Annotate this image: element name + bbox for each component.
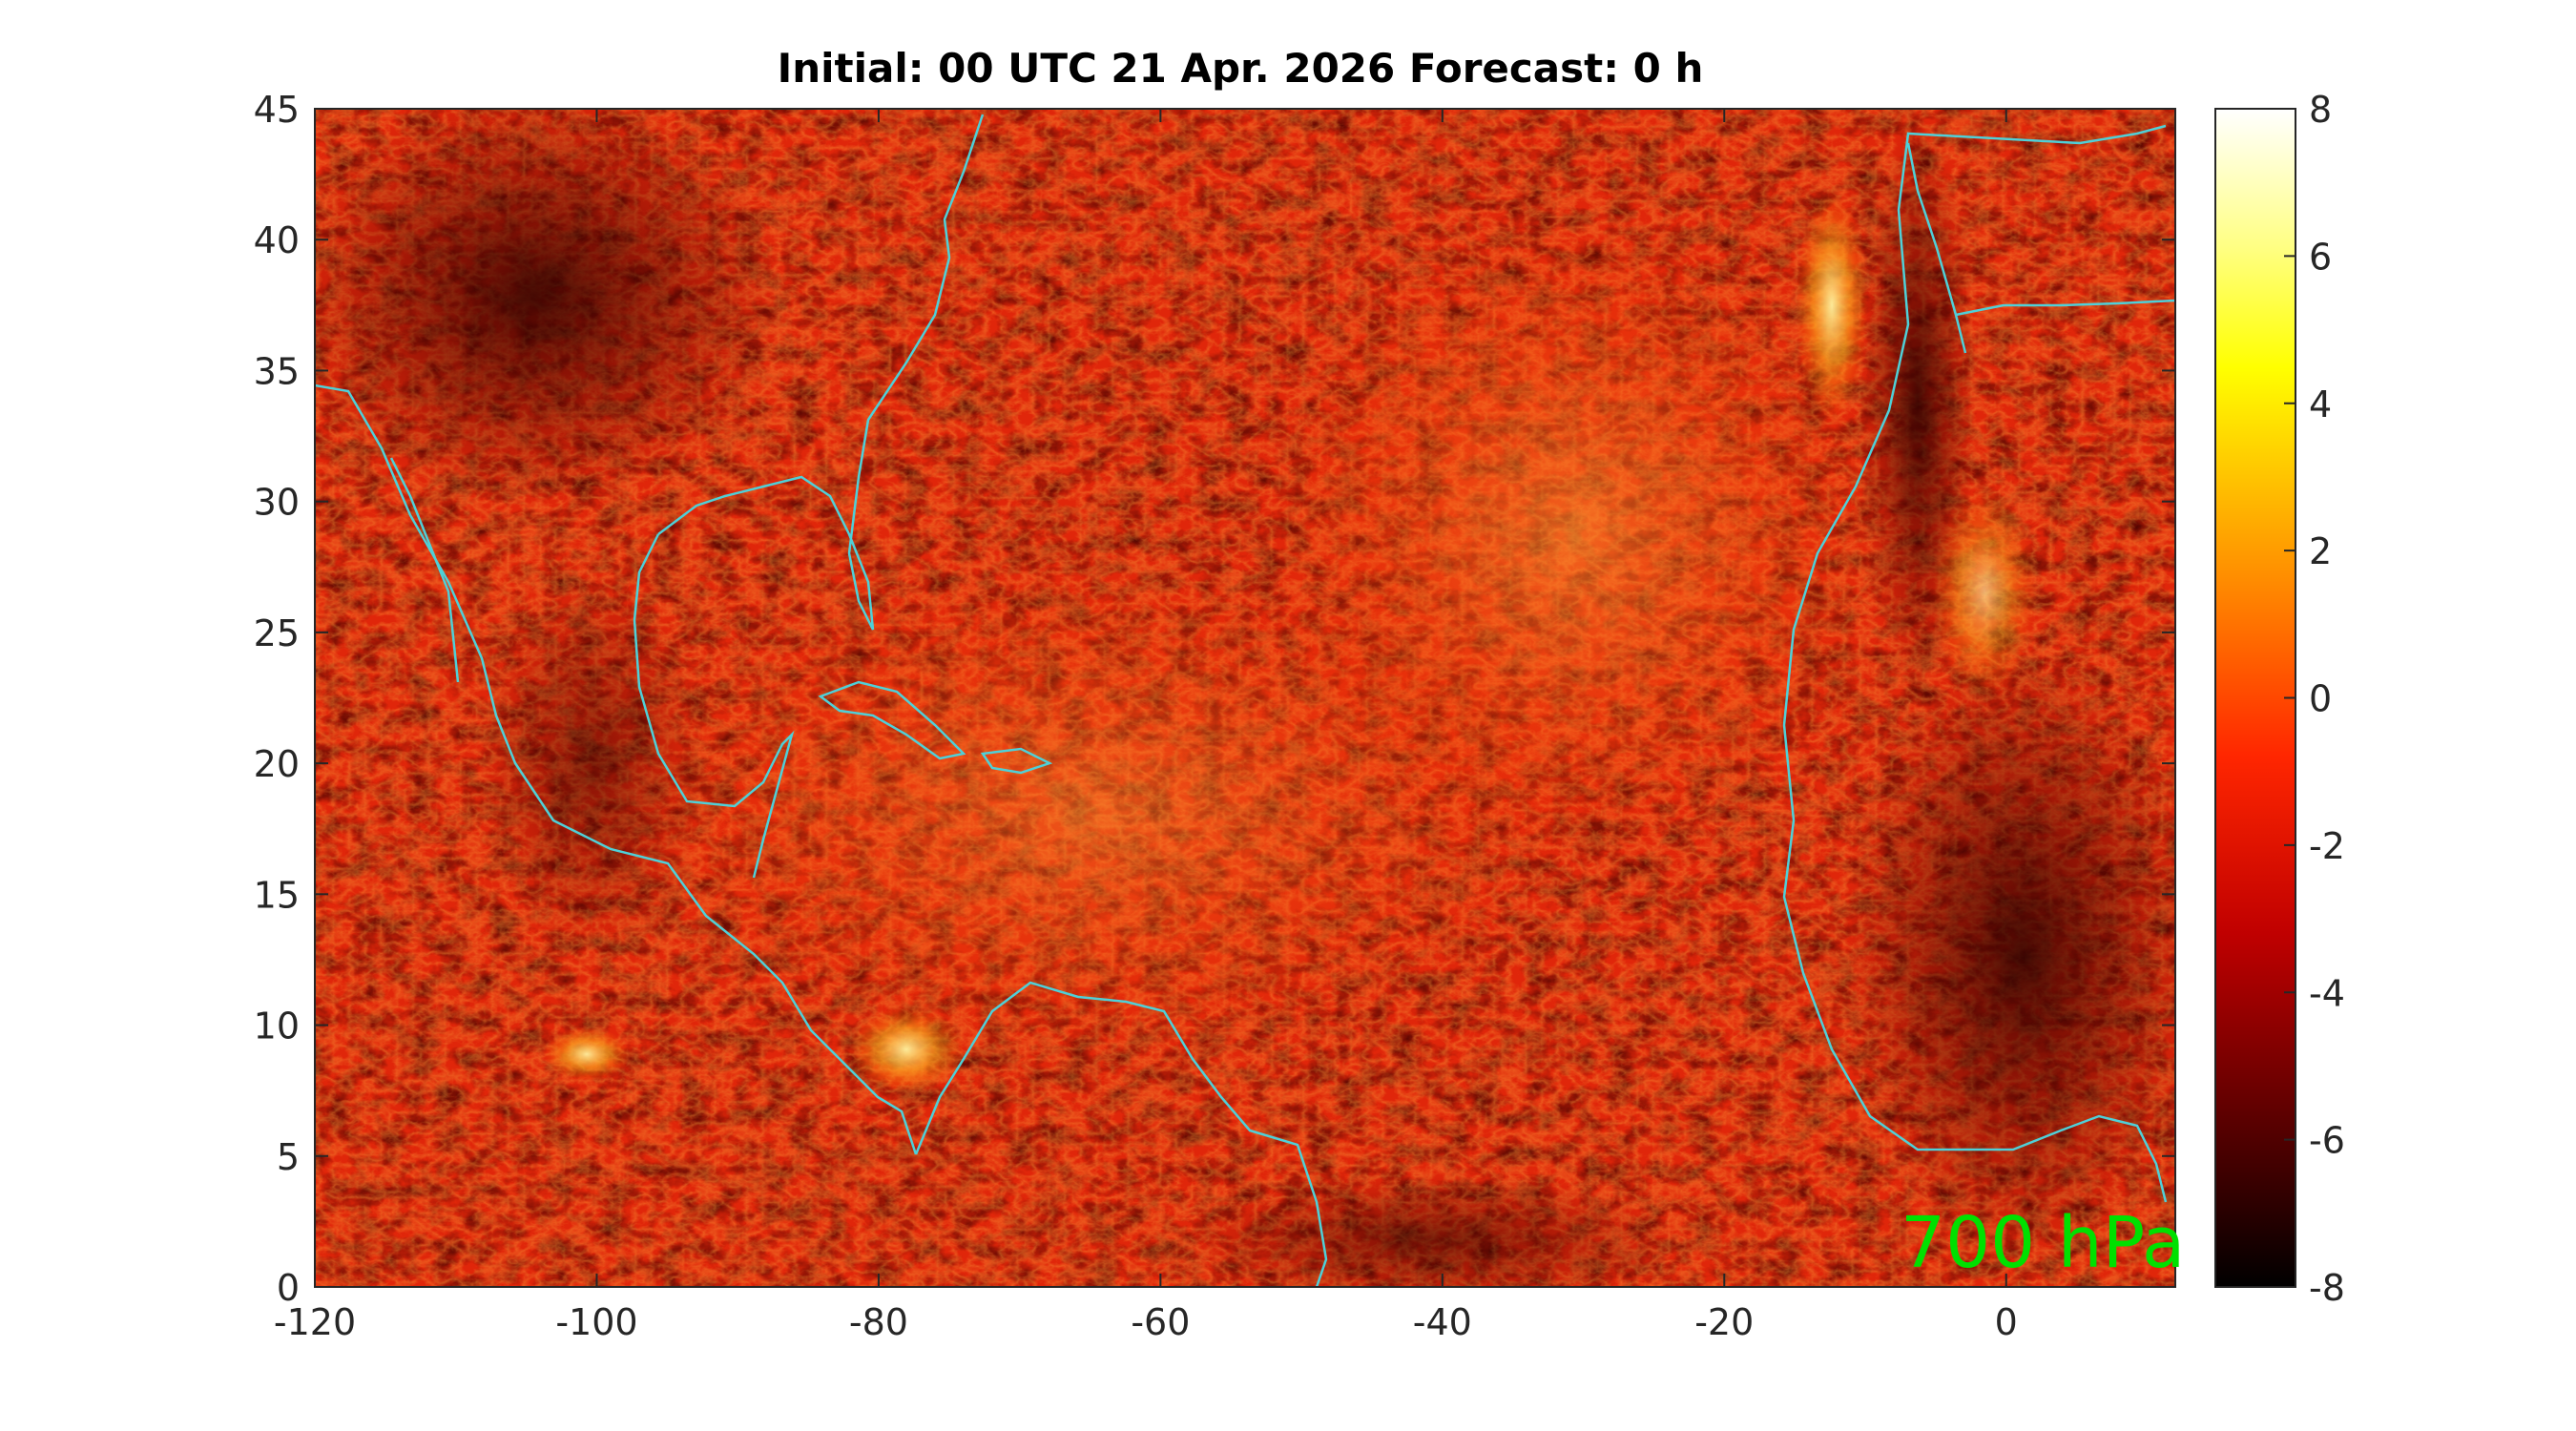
chart-title: Initial: 00 UTC 21 Apr. 2026 Forecast: 0… (778, 45, 1704, 92)
colorbar-tick-label: 8 (2309, 89, 2332, 131)
hot-spot-panama (849, 1006, 964, 1092)
y-tick-label: 0 (277, 1267, 300, 1309)
x-tick-label: -20 (1694, 1301, 1754, 1343)
colorbar-tick-label: 2 (2309, 530, 2332, 572)
coastline-cuba (818, 680, 966, 760)
hot-spot-pacific (544, 1027, 630, 1081)
coastlines (315, 114, 2175, 1287)
x-tick-label: -40 (1413, 1301, 1472, 1343)
hot-spot-iberia (1796, 191, 1868, 420)
dark-region-south (1183, 1173, 1679, 1287)
colorbar-scale (2214, 108, 2296, 1288)
colorbar-tick-label: 4 (2309, 384, 2332, 425)
dark-region-north-america (315, 109, 782, 506)
y-tick-label: 20 (254, 743, 300, 785)
coastline-north-america (315, 384, 918, 1155)
coastline-hispaniola (980, 747, 1053, 775)
y-tick-label: 45 (254, 89, 300, 131)
colorbar-tick-label: 6 (2309, 236, 2332, 278)
colorbar-tick-label: 0 (2309, 678, 2332, 720)
coastline-baja (389, 457, 460, 683)
x-tick-label: -120 (274, 1301, 356, 1343)
coastline-us-gulf-east (657, 114, 985, 631)
y-tick-label: 10 (254, 1006, 300, 1047)
colorbar-tick-label: -6 (2309, 1120, 2345, 1162)
x-tick-label: 0 (1995, 1301, 2018, 1343)
coastline-south-america (914, 981, 1328, 1287)
y-tick-label: 5 (277, 1136, 300, 1178)
hot-spot-sahara (1932, 487, 2037, 696)
colorbar-ticks: 8 6 4 2 0 -2 -4 -6 -8 (2284, 89, 2345, 1309)
x-tick-label: -60 (1131, 1301, 1190, 1343)
colorbar-tick-label: -2 (2309, 825, 2345, 867)
colorbar: 8 6 4 2 0 -2 -4 -6 -8 (2214, 89, 2345, 1309)
y-tick-label: 30 (254, 482, 300, 524)
coastline-gulf (633, 533, 795, 879)
y-axis: 0 5 10 15 20 25 30 35 40 45 (254, 89, 2175, 1309)
warm-band-caribbean (620, 563, 1574, 1059)
y-tick-label: 40 (254, 219, 300, 261)
colorbar-tick-label: -4 (2309, 972, 2345, 1014)
y-tick-label: 25 (254, 612, 300, 654)
colorbar-tick-label: -8 (2309, 1267, 2345, 1309)
pressure-level-label: 700 hPa (1901, 1202, 2185, 1284)
coastline-africa (1782, 124, 2168, 1203)
dark-region-africa (1841, 649, 2175, 1259)
y-tick-label: 35 (254, 350, 300, 392)
map-frame (314, 108, 2176, 1288)
map-panel (315, 109, 2175, 1287)
y-tick-label: 15 (254, 874, 300, 916)
x-tick-label: -80 (849, 1301, 908, 1343)
coastline-iberia (1906, 142, 1967, 354)
x-axis: -120 -100 -80 -60 -40 -20 0 (274, 109, 2018, 1343)
x-tick-label: -100 (555, 1301, 637, 1343)
coastline-mediterranean (1955, 299, 2175, 317)
